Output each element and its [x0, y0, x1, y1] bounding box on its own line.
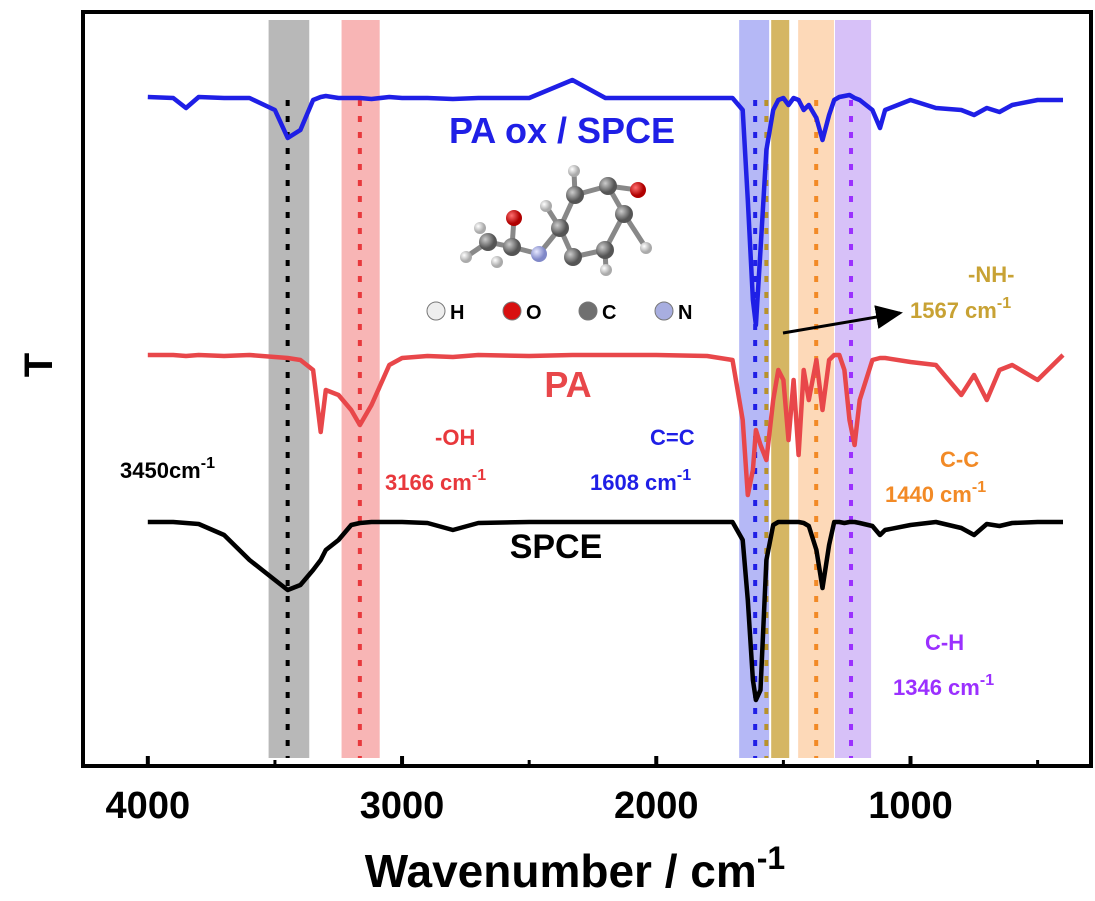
annotation-sup: -1: [472, 467, 486, 484]
annotation: 1346 cm-1: [893, 672, 994, 700]
x-tick-label: 1000: [868, 785, 953, 827]
molecule: [460, 165, 652, 276]
annotation-sup: -1: [677, 467, 691, 484]
x-axis-title-sup: -1: [757, 840, 785, 876]
annotation-text: 1440 cm: [885, 482, 972, 507]
annotation: 1567 cm-1: [910, 295, 1011, 323]
y-axis-title: T: [17, 353, 61, 377]
chart: HOCN PA ox / SPCEPASPCE3450cm-1-OH3166 c…: [0, 0, 1095, 901]
atom-swatch: [579, 302, 597, 320]
x-axis-title: Wavenumber / cm-1: [365, 840, 785, 897]
atom-swatch: [655, 302, 673, 320]
annotation: 3450cm-1: [120, 455, 215, 483]
atom-label: C: [602, 302, 616, 324]
x-tick-label: 2000: [614, 785, 699, 827]
annotation-text: 1346 cm: [893, 675, 980, 700]
x-axis-title-text: Wavenumber / cm: [365, 845, 757, 897]
annotation-text: C-C: [940, 447, 979, 472]
x-tick-label: 3000: [360, 785, 445, 827]
annotation: C-C: [940, 447, 979, 472]
band: [835, 20, 871, 758]
annotation-text: 3166 cm: [385, 470, 472, 495]
annotation: 3166 cm-1: [385, 467, 486, 495]
atom-swatch: [427, 302, 445, 320]
annotation: -OH: [435, 425, 475, 450]
annotation: C=C: [650, 425, 695, 450]
annotation-text: C=C: [650, 425, 695, 450]
series-label: PA ox / SPCE: [449, 110, 675, 151]
atom-label: O: [526, 302, 542, 324]
annotation-text: 3450cm: [120, 458, 201, 483]
annotation-text: C-H: [925, 630, 964, 655]
annotation-sup: -1: [201, 455, 215, 472]
annotation-sup: -1: [997, 295, 1011, 312]
x-tick-label: 4000: [106, 785, 191, 827]
annotation: -NH-: [968, 262, 1014, 287]
series-label: SPCE: [510, 528, 603, 566]
annotation-sup: -1: [980, 672, 994, 689]
annotation-sup: -1: [972, 479, 986, 496]
annotation-text: -OH: [435, 425, 475, 450]
annotation-text: -NH-: [968, 262, 1014, 287]
annotation: C-H: [925, 630, 964, 655]
atom-swatch: [503, 302, 521, 320]
annotation: 1608 cm-1: [590, 467, 691, 495]
annotation: 1440 cm-1: [885, 479, 986, 507]
atom-label: H: [450, 302, 464, 324]
annotation-text: 1608 cm: [590, 470, 677, 495]
series-label: PA: [544, 364, 591, 405]
annotation-text: 1567 cm: [910, 298, 997, 323]
atom-label: N: [678, 302, 692, 324]
